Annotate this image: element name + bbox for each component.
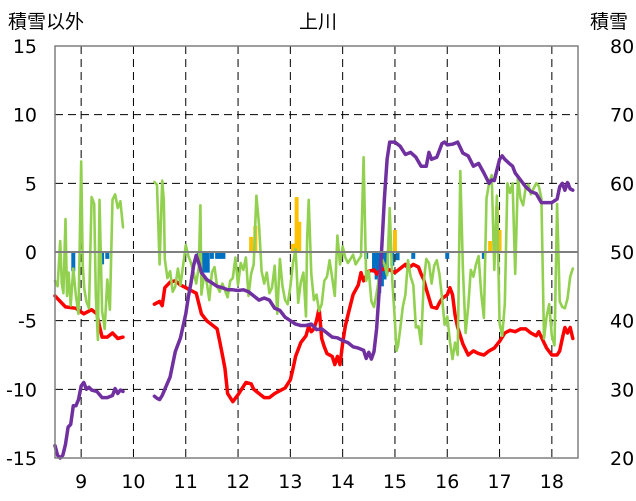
y-left-tick-label: 15 <box>13 36 37 58</box>
y-right-tick-label: 30 <box>610 379 634 401</box>
x-tick-label: 16 <box>435 471 459 493</box>
bar <box>71 252 76 272</box>
y-right-tick-label: 40 <box>610 311 634 333</box>
y-left-tick-label: 10 <box>13 105 37 127</box>
bar <box>205 252 210 273</box>
bar <box>392 230 397 252</box>
bar <box>395 252 400 261</box>
x-tick-label: 15 <box>383 471 407 493</box>
y-left-tick-label: -10 <box>6 379 37 401</box>
x-tick-label: 14 <box>331 471 355 493</box>
bar <box>374 252 379 280</box>
series-line-green <box>53 160 125 342</box>
bar <box>497 230 502 252</box>
x-tick-label: 10 <box>121 471 145 493</box>
x-tick-label: 17 <box>487 471 511 493</box>
y-right-tick-label: 20 <box>610 448 634 470</box>
bar <box>294 197 299 252</box>
bar <box>297 221 302 252</box>
y-right-tick-label: 50 <box>610 242 634 264</box>
x-tick-label: 13 <box>278 471 302 493</box>
series-line-purple <box>152 140 575 402</box>
bar <box>209 252 214 259</box>
x-tick-label: 12 <box>226 471 250 493</box>
bar <box>481 252 486 259</box>
bar <box>217 252 222 259</box>
series-line-green <box>153 155 575 361</box>
series-line-purple <box>53 380 125 460</box>
chart-title: 上川 <box>299 11 337 33</box>
y-right-tick-label: 70 <box>610 105 634 127</box>
bar <box>249 236 254 252</box>
y-left-tick-label: 5 <box>25 173 37 195</box>
y-left-tick-label: -15 <box>6 448 37 470</box>
bar <box>445 252 450 259</box>
x-tick-label: 9 <box>75 471 87 493</box>
bar <box>105 252 110 259</box>
bar <box>202 252 207 273</box>
bar <box>488 241 493 252</box>
bars <box>71 197 502 294</box>
left-axis-title: 積雪以外 <box>8 11 84 33</box>
bar <box>221 252 226 259</box>
y-left-tick-label: -5 <box>18 311 37 333</box>
y-right-tick-label: 80 <box>610 36 634 58</box>
series-line-red <box>152 262 575 404</box>
y-right-tick-label: 60 <box>610 173 634 195</box>
bar <box>372 252 377 273</box>
right-axis-title: 積雪 <box>590 11 628 33</box>
series <box>53 140 575 460</box>
x-tick-label: 18 <box>540 471 564 493</box>
bar <box>290 243 295 252</box>
y-left-tick-label: 0 <box>25 242 37 264</box>
bar <box>215 252 220 259</box>
x-tick-label: 11 <box>174 471 198 493</box>
bar <box>411 252 416 259</box>
